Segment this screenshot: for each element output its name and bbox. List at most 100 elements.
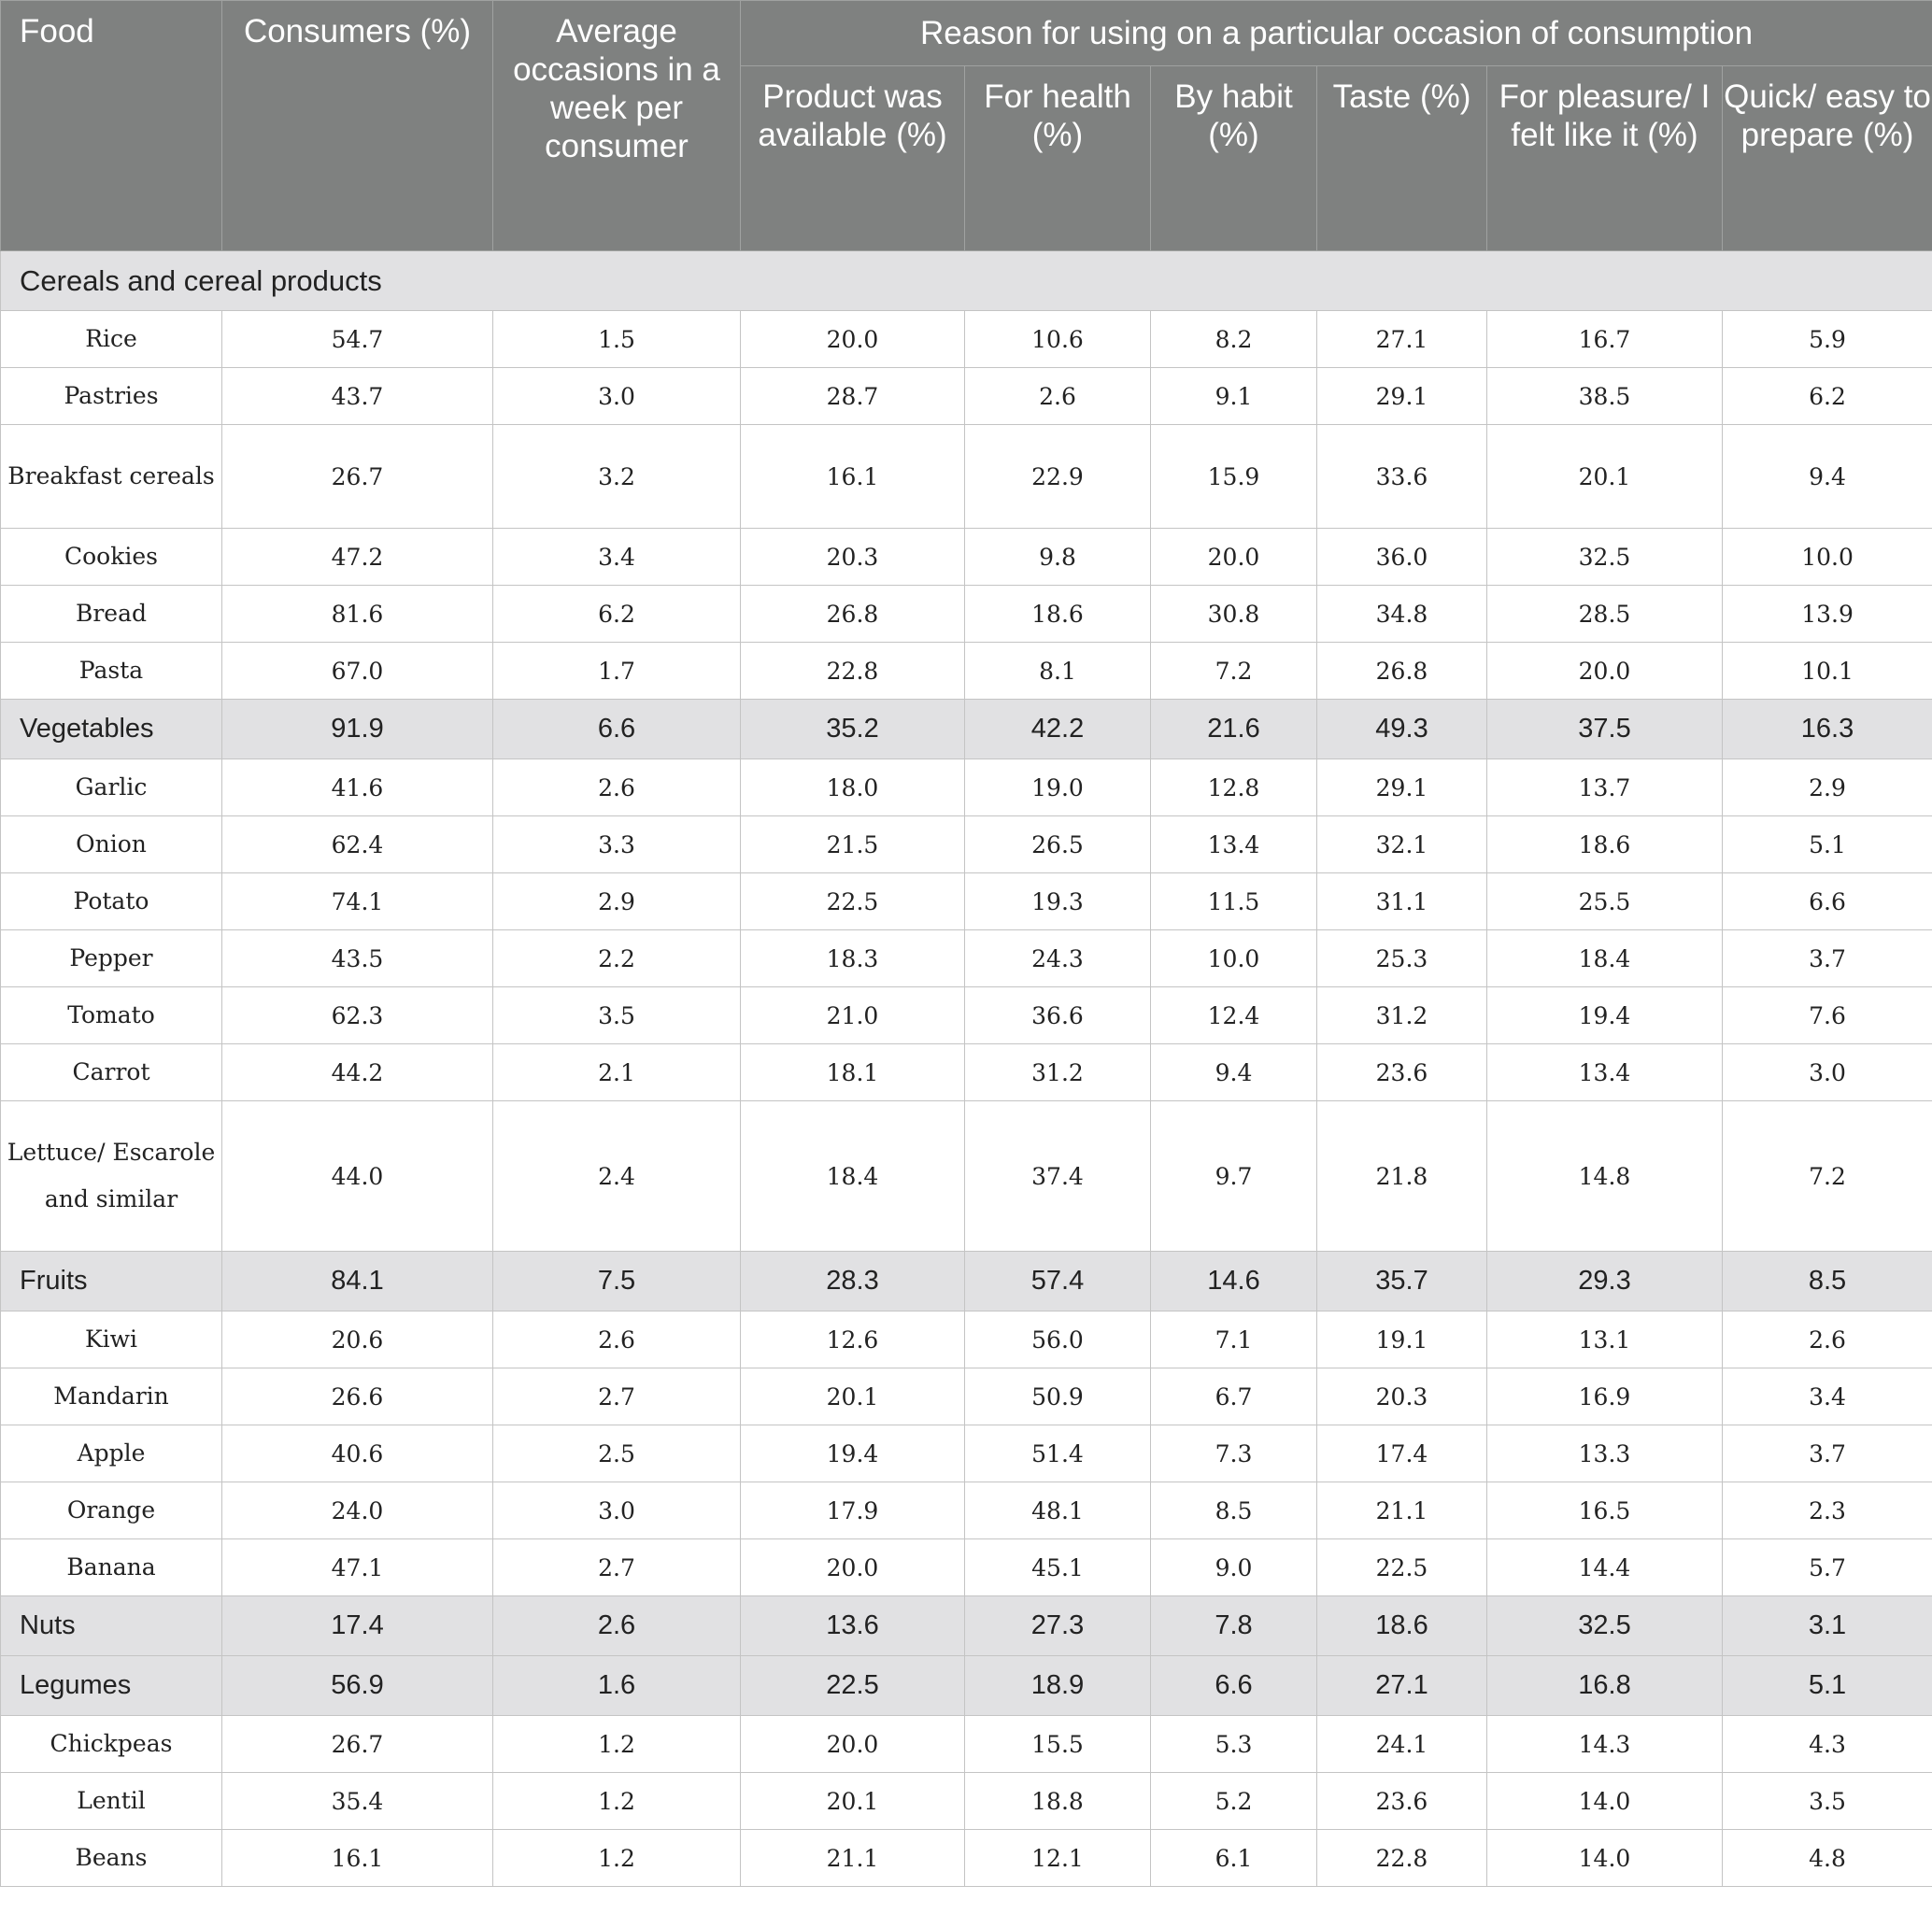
available-cell: 21.1	[740, 1829, 965, 1887]
available-cell: 12.6	[740, 1311, 965, 1368]
group-row: Vegetables 91.9 6.6 35.2 42.2 21.6 49.3 37.5 16.…	[0, 699, 1932, 759]
taste-cell: 23.6	[1316, 1772, 1487, 1830]
food-name-cell: Bread	[0, 585, 222, 643]
health-cell: 45.1	[964, 1538, 1151, 1596]
food-name-cell: Mandarin	[0, 1368, 222, 1425]
health-cell: 37.4	[964, 1100, 1151, 1252]
taste-cell: 29.1	[1316, 759, 1487, 816]
table-row: Pastries 43.7 3.0 28.7 2.6 9.1 29.1 38.5 6.2	[0, 367, 1932, 425]
section-label: Cereals and cereal products	[0, 250, 1932, 311]
taste-cell: 31.2	[1316, 986, 1487, 1044]
consumers-cell: 67.0	[221, 642, 493, 700]
habit-cell: 7.3	[1150, 1425, 1317, 1482]
habit-cell: 20.0	[1150, 528, 1317, 586]
available-cell: 18.4	[740, 1100, 965, 1252]
habit-cell: 30.8	[1150, 585, 1317, 643]
food-name-cell: Rice	[0, 310, 222, 368]
quick-cell: 5.9	[1721, 310, 1932, 368]
table-row: Chickpeas 26.7 1.2 20.0 15.5 5.3 24.1 14.3 4.3	[0, 1715, 1932, 1773]
taste-cell: 36.0	[1316, 528, 1487, 586]
pleasure-cell: 19.4	[1486, 986, 1723, 1044]
health-cell: 50.9	[964, 1368, 1151, 1425]
pleasure-cell: 18.6	[1486, 815, 1723, 873]
table-header: Food Consumers (%) Average occasions in …	[0, 0, 1932, 251]
group-row: Fruits 84.1 7.5 28.3 57.4 14.6 35.7 29.3 8.5	[0, 1251, 1932, 1311]
consumers-cell: 43.7	[221, 367, 493, 425]
habit-cell: 13.4	[1150, 815, 1317, 873]
habit-cell: 9.1	[1150, 367, 1317, 425]
occasions-cell: 2.9	[492, 872, 741, 930]
table-row: Onion 62.4 3.3 21.5 26.5 13.4 32.1 18.6 5.1	[0, 815, 1932, 873]
pleasure-cell: 25.5	[1486, 872, 1723, 930]
available-cell: 20.0	[740, 310, 965, 368]
habit-cell: 14.6	[1150, 1251, 1317, 1311]
pleasure-cell: 16.8	[1486, 1655, 1723, 1716]
available-cell: 26.8	[740, 585, 965, 643]
header-occasions: Average occasions in a week per consumer	[492, 0, 741, 251]
food-name-cell: Onion	[0, 815, 222, 873]
pleasure-cell: 20.1	[1486, 424, 1723, 529]
taste-cell: 23.6	[1316, 1043, 1487, 1101]
pleasure-cell: 32.5	[1486, 1595, 1723, 1656]
health-cell: 18.6	[964, 585, 1151, 643]
food-name-cell: Pastries	[0, 367, 222, 425]
header-reason-taste: Taste (%)	[1316, 65, 1487, 251]
available-cell: 21.5	[740, 815, 965, 873]
pleasure-cell: 38.5	[1486, 367, 1723, 425]
consumers-cell: 62.3	[221, 986, 493, 1044]
pleasure-cell: 28.5	[1486, 585, 1723, 643]
consumers-cell: 62.4	[221, 815, 493, 873]
quick-cell: 5.1	[1721, 815, 1932, 873]
taste-cell: 31.1	[1316, 872, 1487, 930]
health-cell: 10.6	[964, 310, 1151, 368]
health-cell: 48.1	[964, 1482, 1151, 1539]
health-cell: 56.0	[964, 1311, 1151, 1368]
food-name-cell: Orange	[0, 1482, 222, 1539]
quick-cell: 7.6	[1721, 986, 1932, 1044]
quick-cell: 9.4	[1721, 424, 1932, 529]
health-cell: 31.2	[964, 1043, 1151, 1101]
taste-cell: 33.6	[1316, 424, 1487, 529]
pleasure-cell: 16.9	[1486, 1368, 1723, 1425]
occasions-cell: 3.2	[492, 424, 741, 529]
pleasure-cell: 13.7	[1486, 759, 1723, 816]
food-name-cell: Tomato	[0, 986, 222, 1044]
table-row: Pepper 43.5 2.2 18.3 24.3 10.0 25.3 18.4 3.7	[0, 929, 1932, 987]
health-cell: 18.9	[964, 1655, 1151, 1716]
taste-cell: 21.1	[1316, 1482, 1487, 1539]
health-cell: 42.2	[964, 699, 1151, 759]
health-cell: 2.6	[964, 367, 1151, 425]
pleasure-cell: 13.4	[1486, 1043, 1723, 1101]
header-reason-group: Reason for using on a particular occasio…	[739, 0, 1932, 66]
occasions-cell: 2.2	[492, 929, 741, 987]
habit-cell: 6.1	[1150, 1829, 1317, 1887]
available-cell: 20.0	[740, 1538, 965, 1596]
consumers-cell: 44.2	[221, 1043, 493, 1101]
habit-cell: 7.2	[1150, 642, 1317, 700]
food-name-cell: Breakfast cereals	[0, 424, 222, 529]
occasions-cell: 2.6	[492, 759, 741, 816]
table-row: Mandarin 26.6 2.7 20.1 50.9 6.7 20.3 16.9 3.4	[0, 1368, 1932, 1425]
health-cell: 51.4	[964, 1425, 1151, 1482]
table-row: Beans 16.1 1.2 21.1 12.1 6.1 22.8 14.0 4.8	[0, 1829, 1932, 1887]
available-cell: 20.3	[740, 528, 965, 586]
health-cell: 27.3	[964, 1595, 1151, 1656]
taste-cell: 29.1	[1316, 367, 1487, 425]
food-name-cell: Apple	[0, 1425, 222, 1482]
health-cell: 12.1	[964, 1829, 1151, 1887]
quick-cell: 3.1	[1721, 1595, 1932, 1656]
pleasure-cell: 14.3	[1486, 1715, 1723, 1773]
consumers-cell: 20.6	[221, 1311, 493, 1368]
taste-cell: 35.7	[1316, 1251, 1487, 1311]
quick-cell: 10.0	[1721, 528, 1932, 586]
taste-cell: 27.1	[1316, 1655, 1487, 1716]
header-reason-health: For health (%)	[964, 65, 1151, 251]
taste-cell: 34.8	[1316, 585, 1487, 643]
available-cell: 17.9	[740, 1482, 965, 1539]
quick-cell: 4.3	[1721, 1715, 1932, 1773]
quick-cell: 3.7	[1721, 929, 1932, 987]
health-cell: 19.0	[964, 759, 1151, 816]
table-row: Orange 24.0 3.0 17.9 48.1 8.5 21.1 16.5 2.3	[0, 1482, 1932, 1539]
consumers-cell: 26.7	[221, 1715, 493, 1773]
table-row: Carrot 44.2 2.1 18.1 31.2 9.4 23.6 13.4 3.0	[0, 1043, 1932, 1101]
